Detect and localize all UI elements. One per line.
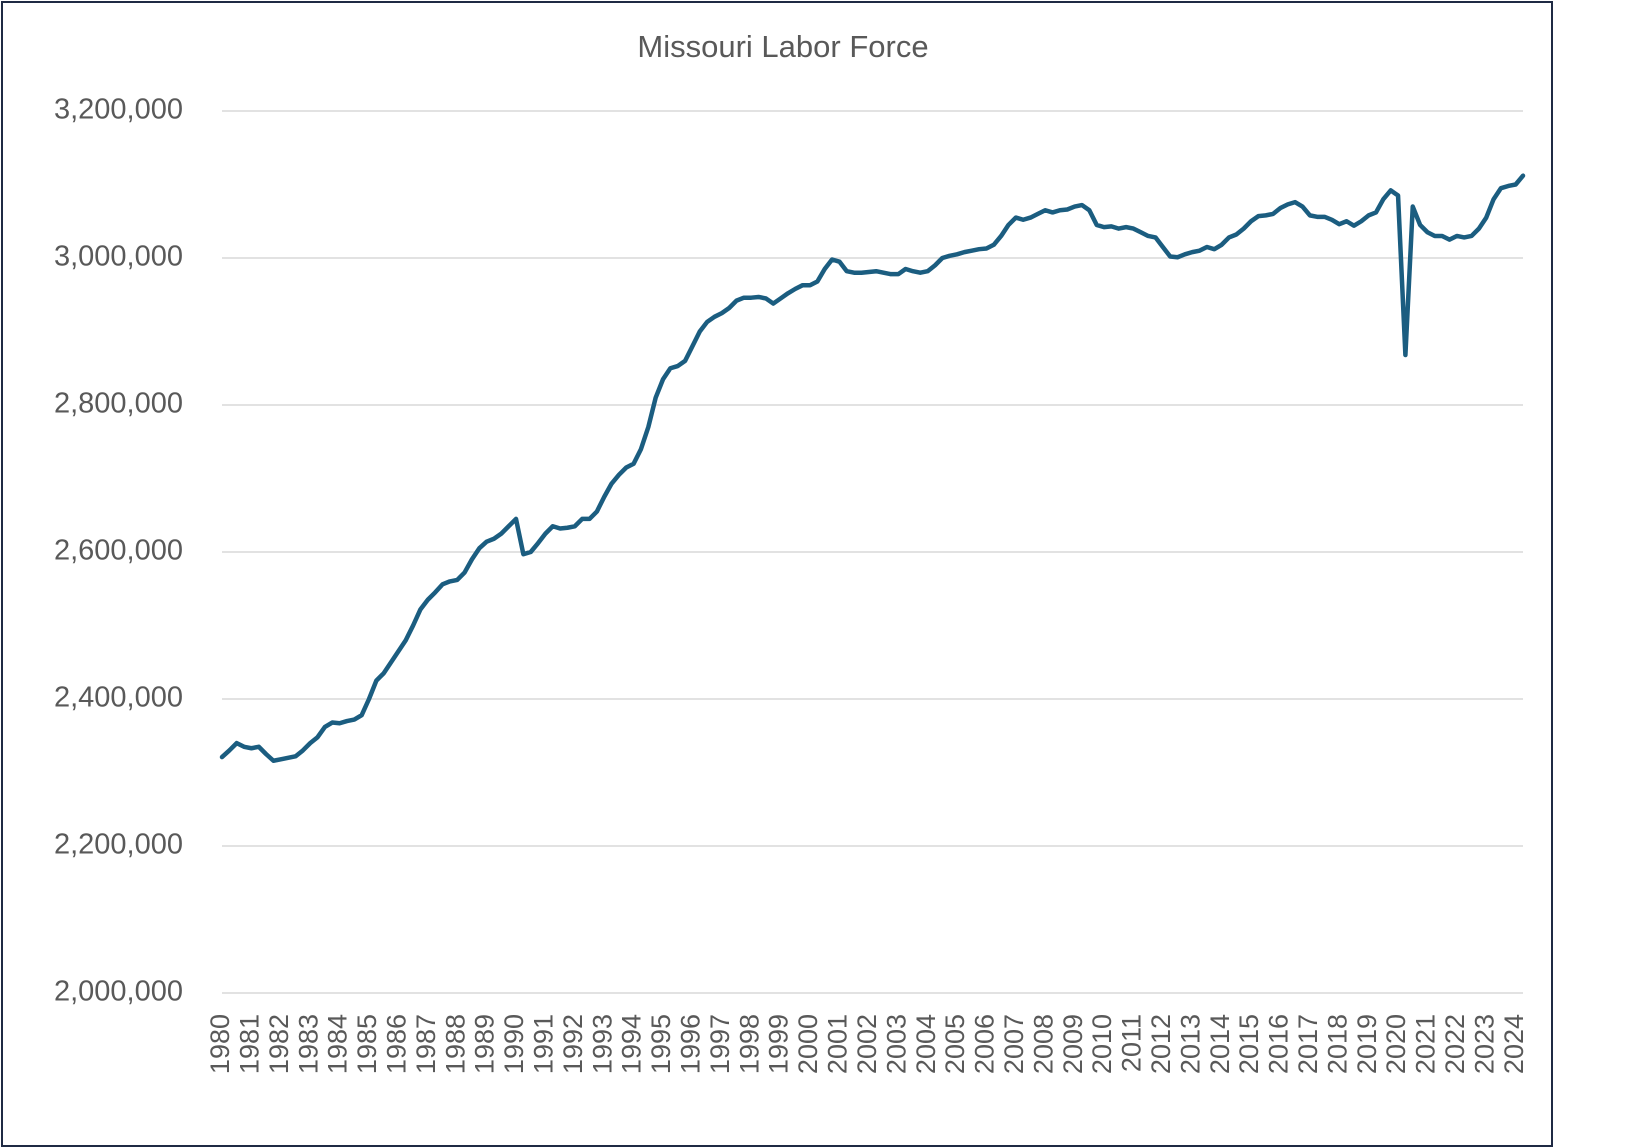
x-tick-label: 2001	[823, 1014, 853, 1074]
x-tick-label: 2013	[1175, 1014, 1205, 1074]
x-tick-label: 1996	[676, 1014, 706, 1074]
x-tick-label: 2018	[1322, 1014, 1352, 1074]
x-tick-label: 2016	[1264, 1014, 1294, 1074]
x-tick-label: 1987	[411, 1014, 441, 1074]
x-tick-label: 1992	[558, 1014, 588, 1074]
x-tick-label: 2002	[852, 1014, 882, 1074]
x-tick-label: 1985	[352, 1014, 382, 1074]
x-tick-label: 1997	[705, 1014, 735, 1074]
x-tick-label: 2014	[1205, 1014, 1235, 1074]
x-tick-label: 1999	[764, 1014, 794, 1074]
x-tick-label: 1994	[617, 1014, 647, 1074]
x-tick-label: 2006	[970, 1014, 1000, 1074]
y-tick-label: 2,600,000	[54, 535, 183, 567]
x-tick-label: 1990	[499, 1014, 529, 1074]
x-tick-label: 1995	[646, 1014, 676, 1074]
x-tick-label: 2011	[1117, 1014, 1147, 1072]
x-tick-label: 2008	[1028, 1014, 1058, 1074]
x-tick-label: 2017	[1293, 1014, 1323, 1074]
x-tick-label: 1988	[440, 1014, 470, 1074]
x-tick-label: 1989	[470, 1014, 500, 1074]
x-tick-label: 2023	[1469, 1014, 1499, 1074]
x-tick-label: 1986	[382, 1014, 412, 1074]
x-tick-label: 2004	[911, 1014, 941, 1074]
x-tick-label: 2007	[999, 1014, 1029, 1074]
y-tick-label: 3,000,000	[54, 241, 183, 273]
line	[219, 173, 1526, 763]
x-tick-label: 1993	[587, 1014, 617, 1074]
y-tick-label: 3,200,000	[54, 94, 183, 126]
x-tick-label: 2021	[1411, 1014, 1441, 1074]
x-tick-label: 2005	[940, 1014, 970, 1074]
x-tick-label: 1991	[529, 1014, 559, 1074]
x-tick-label: 2009	[1058, 1014, 1088, 1074]
x-tick-label: 2012	[1146, 1014, 1176, 1074]
x-tick-label: 1982	[264, 1014, 294, 1074]
x-tick-label: 2020	[1381, 1014, 1411, 1074]
x-tick-label: 1984	[323, 1014, 353, 1074]
x-tick-label: 2024	[1499, 1014, 1529, 1074]
y-tick-label: 2,800,000	[54, 388, 183, 420]
x-tick-label: 2010	[1087, 1014, 1117, 1074]
x-tick-label: 2000	[793, 1014, 823, 1074]
y-tick-label: 2,400,000	[54, 682, 183, 714]
x-tick-label: 2015	[1234, 1014, 1264, 1074]
x-tick-label: 1998	[734, 1014, 764, 1074]
x-tick-label: 2003	[881, 1014, 911, 1074]
y-tick-label: 2,200,000	[54, 829, 183, 861]
x-tick-label: 1983	[293, 1014, 323, 1074]
x-tick-label: 2019	[1352, 1014, 1382, 1074]
chart-title: Missouri Labor Force	[637, 29, 928, 64]
y-tick-label: 2,000,000	[54, 976, 183, 1008]
x-tick-label: 1980	[205, 1014, 235, 1074]
chart-border	[1, 1, 1553, 1147]
x-tick-label: 1981	[235, 1014, 265, 1074]
x-tick-label: 2022	[1440, 1014, 1470, 1074]
